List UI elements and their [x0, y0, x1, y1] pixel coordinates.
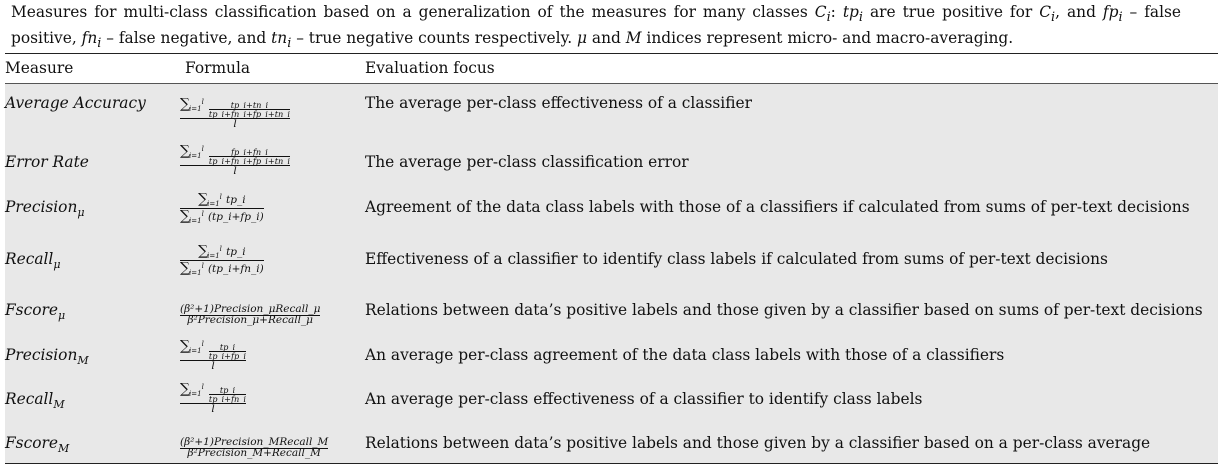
measure-name: Error Rate [5, 153, 89, 171]
fraction-numerator: (β²+1)Precision_MRecall_M [180, 436, 329, 448]
measure-name: Recallμ [5, 250, 61, 272]
fraction-numerator: tp_i [219, 385, 236, 395]
table-top-rule [5, 53, 1218, 55]
fraction-denominator: (tp_i+fp_i) [207, 210, 264, 223]
measure-name: RecallM [5, 390, 65, 412]
fraction-numerator: tp_i+tn_i [230, 100, 269, 110]
fraction-denominator: β²Precision_M+Recall_M [187, 447, 321, 460]
evaluation-focus: An average per-class effectiveness of a … [365, 390, 923, 408]
formula: ∑i=1l tp_i tp_i+fp_i l [180, 338, 246, 373]
formula: (β²+1)Precision_μRecall_μ β²Precision_μ+… [180, 297, 321, 327]
evaluation-focus: The average per-class classification err… [365, 153, 689, 171]
header-focus: Evaluation focus [365, 59, 495, 77]
fraction-denominator: tp_i+fn_i [208, 394, 247, 405]
fraction-numerator: fp_i+fn_i [231, 147, 268, 157]
evaluation-focus: An average per-class agreement of the da… [365, 346, 1005, 364]
formula: ∑i=1l tp_i ∑i=1l (tp_i+fn_i) [180, 243, 264, 277]
fraction-denominator: (tp_i+fn_i) [207, 262, 264, 275]
table-bottom-rule [5, 463, 1218, 465]
fraction-numerator: tp_i [226, 194, 246, 206]
fraction-denominator: tp_i+fn_i+fp_i+tn_i [208, 156, 291, 167]
fraction-denominator: β²Precision_μ+Recall_μ [187, 314, 314, 327]
evaluation-focus: The average per-class effectiveness of a… [365, 94, 752, 112]
formula: ∑i=1l tp_i+tn_i tp_i+fn_i+fp_i+tn_i l [180, 96, 291, 131]
fraction-denominator: tp_i+fp_i [208, 351, 246, 362]
table-header-rule [5, 83, 1218, 84]
fraction-numerator: tp_i [219, 342, 236, 352]
fraction-numerator: tp_i [226, 246, 246, 258]
measure-name: PrecisionM [5, 346, 89, 368]
formula: ∑i=1l tp_i tp_i+fn_i l [180, 381, 247, 416]
header-measure: Measure [5, 59, 74, 77]
formula: (β²+1)Precision_MRecall_M β²Precision_M+… [180, 430, 329, 460]
evaluation-focus: Relations between data’s positive labels… [365, 434, 1151, 452]
evaluation-focus: Effectiveness of a classifier to identif… [365, 250, 1108, 268]
fraction-numerator: (β²+1)Precision_μRecall_μ [180, 303, 321, 315]
formula: ∑i=1l fp_i+fn_i tp_i+fn_i+fp_i+tn_i l [180, 143, 291, 178]
fraction-denominator: tp_i+fn_i+fp_i+tn_i [208, 109, 291, 120]
table-body-background [5, 84, 1218, 463]
measure-name: Average Accuracy [5, 94, 146, 112]
evaluation-focus: Relations between data’s positive labels… [365, 301, 1203, 319]
table-caption: Measures for multi-class classification … [11, 3, 1182, 52]
header-formula: Formula [185, 59, 251, 77]
evaluation-focus: Agreement of the data class labels with … [365, 198, 1190, 216]
measure-name: FscoreM [5, 434, 70, 456]
measure-name: Precisionμ [5, 198, 85, 220]
formula: ∑i=1l tp_i ∑i=1l (tp_i+fp_i) [180, 191, 264, 225]
measure-name: Fscoreμ [5, 301, 66, 323]
